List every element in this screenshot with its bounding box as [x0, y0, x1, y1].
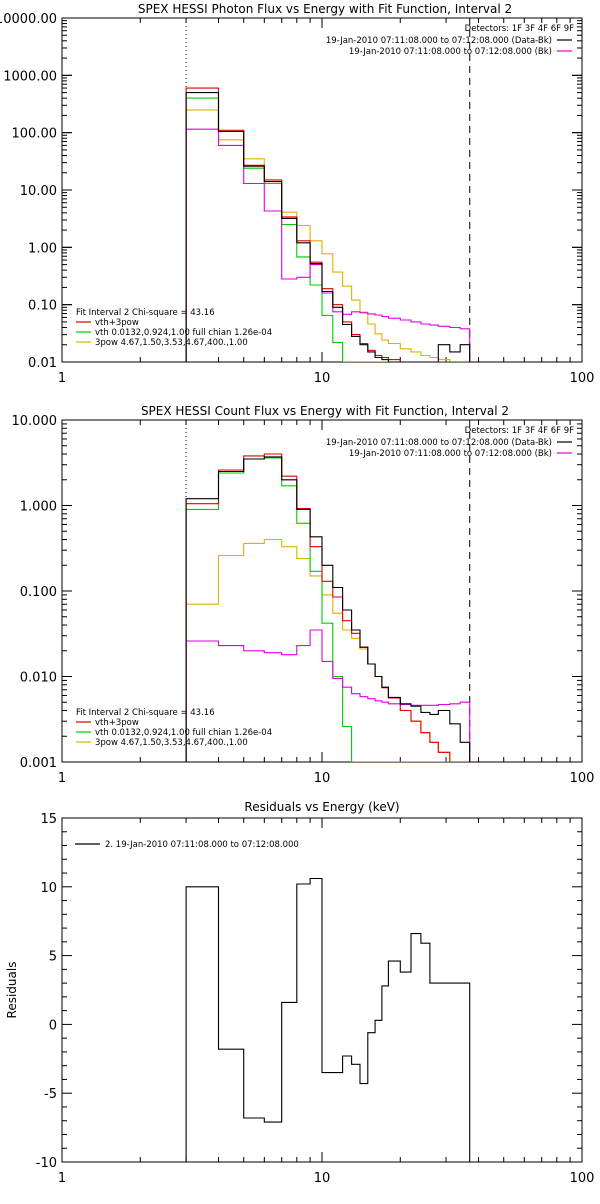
count-y-axis: 0.001 0.010 0.100 1.000 10.000 [12, 414, 582, 771]
residual-x-tick-label: 100 [570, 1171, 595, 1186]
count-detectors-label: Detectors: 1F 3F 4F 6F 9F [465, 426, 574, 436]
photon-legend-bottom-label: 3pow 4.67,1.50,3.53,4.67,400.,1.00 [95, 338, 248, 348]
photon-series-bk [185, 128, 471, 362]
photon-legend-bottom-label: vth+3pow [95, 318, 139, 328]
photon-legend-bottom-label: vth 0.0132,0.924,1.00 full chian 1.26e-0… [95, 328, 272, 338]
photon-y-tick-label: 100.00 [12, 127, 58, 142]
photon-y-tick-label: 1.00 [28, 241, 57, 256]
residual-x-axis: 1 10 100 [58, 818, 595, 1186]
residual-series-group [185, 877, 471, 1162]
residual-y-tick-label: 5 [49, 950, 57, 965]
count-fit-header: Fit Interval 2 Chi-square = 43.16 [76, 708, 215, 718]
residual-y-tick-label: 0 [49, 1018, 57, 1033]
count-y-tick-label: 0.010 [20, 671, 57, 686]
residual-y-axis-label: Residuals [5, 962, 19, 1019]
photon-series-vth [185, 97, 470, 362]
residual-y-tick-label: -5 [44, 1087, 57, 1102]
count-series-vth [185, 457, 470, 762]
count-legend-bottom-label: vth+3pow [95, 718, 139, 728]
count-series-bk [185, 629, 471, 762]
count-x-tick-label: 10 [314, 771, 331, 786]
photon-y-tick-label: 1000.00 [3, 69, 57, 84]
photon-legend-top-label: 19-Jan-2010 07:11:08.000 to 07:12:08.000… [349, 47, 552, 57]
photon-y-tick-label: 10000.00 [0, 12, 57, 27]
count-series-data-bk [185, 456, 471, 762]
count-legend-bottom-label: vth 0.0132,0.924,1.00 full chian 1.26e-0… [95, 728, 272, 738]
count-x-axis: 1 10 100 [58, 420, 595, 786]
photon-detectors-label: Detectors: 1F 3F 4F 6F 9F [465, 24, 574, 34]
count-x-tick-label: 100 [570, 771, 595, 786]
photon-panel: 1 10 100 0.01 0.10 1.00 10.00 100.00 1000.00 1000… [0, 12, 594, 386]
photon-series-group [185, 87, 471, 362]
photon-fit-header: Fit Interval 2 Chi-square = 43.16 [76, 308, 215, 318]
count-series-vth-3pow [185, 453, 470, 762]
photon-y-tick-label: 10.00 [20, 184, 57, 199]
count-y-tick-label: 10.000 [12, 414, 58, 429]
residual-legend-label: 2. 19-Jan-2010 07:11:08.000 to 07:12:08.… [105, 840, 299, 850]
photon-x-tick-label: 100 [570, 371, 595, 386]
photon-x-tick-label: 1 [58, 371, 66, 386]
residual-x-tick-label: 10 [314, 1171, 331, 1186]
count-legend-top-label: 19-Jan-2010 07:11:08.000 to 07:12:08.000… [326, 438, 552, 448]
residual-series-2-19-jan-2010-07-11-08-000-to-07-12-08-000 [185, 877, 471, 1162]
count-y-tick-label: 0.100 [20, 585, 57, 600]
photon-y-tick-label: 0.01 [28, 356, 57, 371]
residual-plot-title: Residuals vs Energy (keV) [244, 800, 399, 814]
photon-plot-title: SPEX HESSI Photon Flux vs Energy with Fi… [138, 2, 512, 16]
residual-y-tick-label: -10 [36, 1156, 57, 1171]
photon-series-vth-3pow [185, 87, 470, 362]
photon-x-tick-label: 10 [314, 371, 331, 386]
count-y-tick-label: 0.001 [20, 756, 57, 771]
count-panel: 1 10 100 0.001 0.010 0.100 1.000 10.000 Detector… [12, 414, 595, 786]
count-legend-bottom-label: 3pow 4.67,1.50,3.53,4.67,400.,1.00 [95, 738, 248, 748]
photon-legend-top-label: 19-Jan-2010 07:11:08.000 to 07:12:08.000… [326, 36, 552, 46]
photon-y-axis: 0.01 0.10 1.00 10.00 100.00 1000.00 10000.00 [0, 12, 582, 371]
photon-series-data-bk [185, 92, 471, 362]
residual-panel: 1 10 100 -10 -5 0 5 10 15 Residuals 2. 19-Jan-2010… [5, 812, 594, 1186]
photon-y-tick-label: 0.10 [28, 299, 57, 314]
count-y-tick-label: 1.000 [20, 500, 57, 515]
residual-y-axis: -10 -5 0 5 10 15 [36, 812, 582, 1171]
count-plot-title: SPEX HESSI Count Flux vs Energy with Fit… [141, 404, 509, 418]
photon-x-axis: 1 10 100 [58, 18, 595, 386]
residual-y-tick-label: 15 [40, 812, 57, 827]
residual-x-tick-label: 1 [58, 1171, 66, 1186]
residual-y-tick-label: 10 [40, 881, 57, 896]
count-legend-top-label: 19-Jan-2010 07:11:08.000 to 07:12:08.000… [349, 449, 552, 459]
count-series-group [185, 453, 471, 762]
count-x-tick-label: 1 [58, 771, 66, 786]
